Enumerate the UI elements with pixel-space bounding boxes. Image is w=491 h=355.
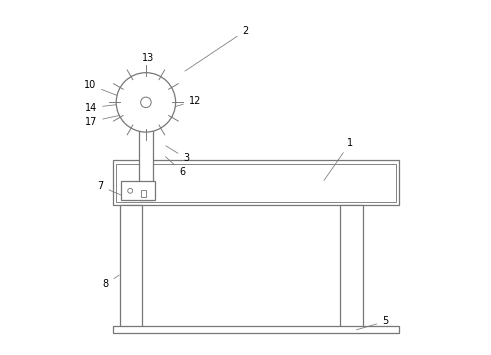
Text: 7: 7 <box>97 181 122 196</box>
Text: 8: 8 <box>103 275 119 289</box>
Bar <box>140 190 145 197</box>
Circle shape <box>116 73 176 132</box>
Bar <box>340 206 362 328</box>
Circle shape <box>128 189 133 193</box>
Text: 12: 12 <box>175 95 201 107</box>
Bar <box>120 206 142 328</box>
Bar <box>121 181 155 200</box>
Text: 14: 14 <box>85 103 119 113</box>
Bar <box>116 164 396 202</box>
Text: 5: 5 <box>356 316 388 330</box>
Text: 17: 17 <box>85 115 120 127</box>
Text: 6: 6 <box>165 157 186 177</box>
Bar <box>139 80 153 200</box>
Circle shape <box>140 97 151 108</box>
Bar <box>113 160 399 206</box>
Text: 13: 13 <box>141 53 154 69</box>
Text: 1: 1 <box>324 137 354 180</box>
Text: 10: 10 <box>84 80 119 96</box>
Text: 3: 3 <box>166 146 189 163</box>
Text: 2: 2 <box>185 26 248 71</box>
Bar <box>113 326 399 333</box>
